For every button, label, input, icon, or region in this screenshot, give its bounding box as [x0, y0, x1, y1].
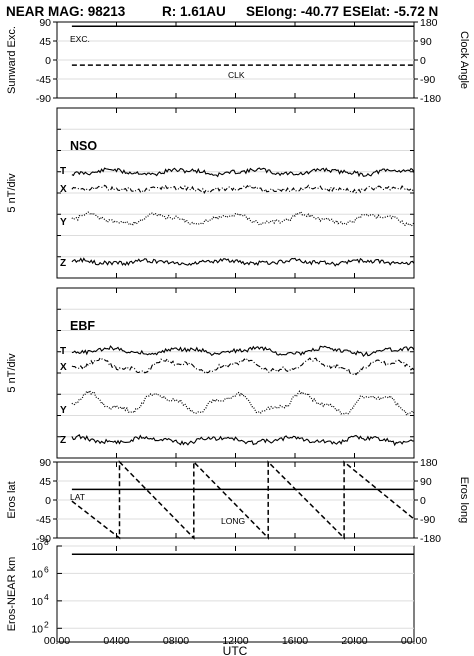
trace-t	[71, 345, 415, 357]
eros-lat-axis-label: Eros lat	[6, 481, 18, 518]
y-tick-label-base: 10	[31, 541, 43, 553]
y-tick-label-right: -180	[420, 93, 441, 105]
title-selong: SElong: -40.77 E	[246, 4, 352, 19]
ebf-panel-title: EBF	[70, 319, 95, 333]
nso-y-label: Y	[60, 217, 67, 228]
clk-label: CLK	[228, 70, 245, 80]
title-selat: SElat: -5.72 N	[352, 4, 438, 19]
y-tick-label-left: 0	[45, 55, 51, 67]
trace-x	[71, 357, 415, 376]
ebf-x-label: X	[60, 362, 67, 373]
trace-y	[71, 210, 415, 227]
x-tick-label: 12:00	[222, 635, 248, 647]
y-tick-label-right: -90	[420, 74, 435, 86]
y-tick-label-base: 10	[31, 568, 43, 580]
x-tick-label: 08:00	[163, 635, 189, 647]
y-tick-label-right: 180	[420, 17, 438, 29]
y-tick-label-base: 10	[31, 596, 43, 608]
x-tick-label: 16:00	[282, 635, 308, 647]
y-tick-label-left: 90	[39, 457, 51, 469]
trace-x	[71, 184, 415, 195]
x-tick-label: 20:00	[341, 635, 367, 647]
y-tick-label-right: 0	[420, 55, 426, 67]
trace-z	[71, 257, 415, 267]
x-tick-label: 00:00	[44, 635, 70, 647]
y-tick-label-right: 90	[420, 36, 432, 48]
y-tick-label-exponent: 4	[44, 592, 49, 602]
x-tick-label: 00:00	[401, 635, 427, 647]
title-distance: R: 1.61AU	[162, 4, 226, 19]
trace-z	[71, 433, 415, 447]
y-tick-label-exponent: 8	[44, 537, 49, 547]
lat-label: LAT	[70, 492, 85, 502]
y-tick-label-left: 0	[45, 495, 51, 507]
utc-axis-label: UTC	[223, 644, 248, 656]
y-tick-label-exponent: 2	[44, 619, 49, 629]
panel-eros-position: 90 180 45 90 0 0 -45 -90 -90 -180 LAT LONG Eros l…	[6, 457, 470, 545]
sunward-exc-axis-label: Sunward Exc.	[6, 26, 18, 94]
nso-axis-label: 5 nT/div	[6, 173, 18, 213]
y-tick-label-right: -90	[420, 514, 435, 526]
y-tick-label-exponent: 6	[44, 564, 49, 574]
series-line-long	[71, 460, 415, 540]
nso-panel-title: NSO	[70, 139, 97, 153]
y-tick-label-left: -45	[36, 74, 51, 86]
clock-angle-axis-label: Clock Angle	[458, 31, 470, 89]
nso-z-label: Z	[60, 258, 66, 269]
nso-t-label: T	[60, 166, 66, 177]
panel-orientation: 90 180 45 90 0 0 -45 -90 -90 -180 EXC. CLK Sunwar…	[6, 17, 470, 105]
eros-near-km-axis-label: Eros-NEAR km	[6, 557, 18, 632]
eros-long-axis-label: Eros long	[458, 477, 470, 523]
y-tick-label-right: -180	[420, 533, 441, 545]
ebf-z-label: Z	[60, 435, 66, 446]
y-tick-label-right: 180	[420, 457, 438, 469]
x-tick-label: 04:00	[103, 635, 129, 647]
y-tick-label-left: 45	[39, 476, 51, 488]
y-tick-label-left: -45	[36, 514, 51, 526]
panel-nso: NSO T X Y Z 5 nT/div	[6, 107, 415, 279]
y-tick-label-left: 45	[39, 36, 51, 48]
ebf-axis-label: 5 nT/div	[6, 353, 18, 393]
panel-ebf: EBF T X Y Z 5 nT/div	[6, 287, 415, 459]
y-tick-label-left: -90	[36, 93, 51, 105]
ebf-t-label: T	[60, 346, 66, 357]
trace-y	[71, 389, 415, 417]
long-label: LONG	[221, 516, 245, 526]
exc-label: EXC.	[70, 34, 90, 44]
ebf-y-label: Y	[60, 405, 67, 416]
y-tick-label-left: 90	[39, 17, 51, 29]
y-tick-label-right: 90	[420, 476, 432, 488]
y-tick-label-left: -90	[36, 533, 51, 545]
nso-x-label: X	[60, 184, 67, 195]
y-tick-label-base: 10	[31, 623, 43, 635]
trace-t	[71, 167, 415, 178]
panel-eros-distance-frame	[56, 545, 415, 643]
title-mission: NEAR MAG: 98213	[6, 4, 126, 19]
y-tick-label-right: 0	[420, 495, 426, 507]
